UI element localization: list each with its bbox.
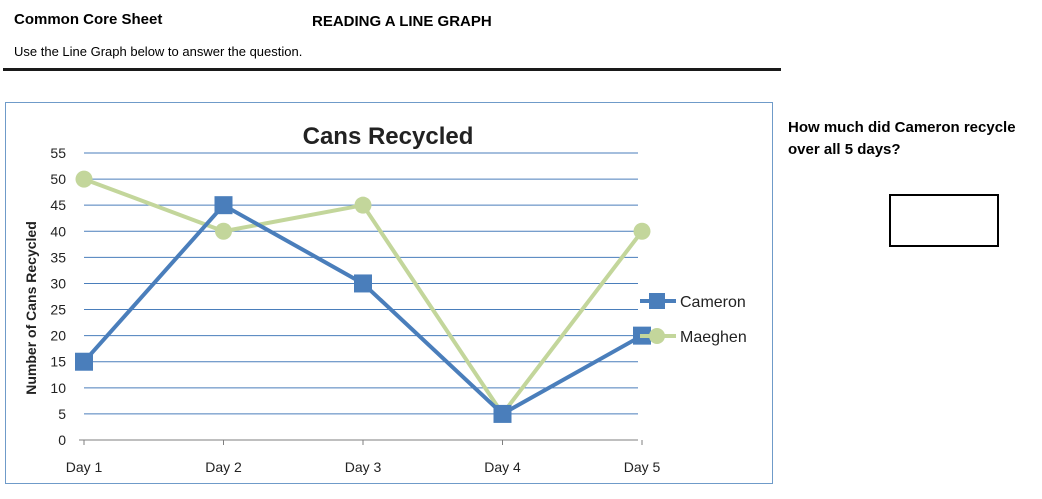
instructions: Use the Line Graph below to answer the q… <box>14 44 303 59</box>
data-point-maeghen <box>633 222 651 240</box>
data-point-cameron <box>493 404 512 423</box>
x-tick-label: Day 5 <box>624 459 661 475</box>
worksheet-title: READING A LINE GRAPH <box>312 13 492 30</box>
y-tick-label: 10 <box>50 380 66 396</box>
y-tick-label: 55 <box>50 145 66 161</box>
chart-title: Cans Recycled <box>303 123 474 150</box>
data-point-maeghen <box>215 222 232 240</box>
legend-marker-cameron <box>649 293 665 309</box>
data-point-cameron <box>354 274 372 293</box>
y-tick-label: 0 <box>58 432 66 448</box>
series-line-maeghen <box>83 177 644 416</box>
y-tick-label: 20 <box>50 328 66 344</box>
y-tick-label: 15 <box>50 354 66 370</box>
question-text: How much did Cameron recycle over all 5 … <box>788 119 1016 158</box>
y-tick-label: 30 <box>50 275 66 291</box>
legend-label-maeghen: Maeghen <box>680 329 747 346</box>
legend-marker-maeghen <box>649 328 665 344</box>
y-tick-label: 40 <box>50 223 66 239</box>
y-tick-label: 50 <box>50 171 66 187</box>
y-tick-label: 45 <box>50 197 66 213</box>
header-divider <box>3 68 781 71</box>
y-tick-label: 35 <box>50 249 66 265</box>
sheet-label: Common Core Sheet <box>14 11 163 28</box>
chart-frame <box>5 102 773 484</box>
data-point-cameron <box>214 196 233 215</box>
y-tick-label: 5 <box>58 406 66 422</box>
legend-label-cameron: Cameron <box>680 294 746 311</box>
data-point-maeghen <box>75 170 93 188</box>
x-tick-label: Day 1 <box>66 459 103 475</box>
y-axis-label: Number of Cans Recycled <box>23 221 39 395</box>
data-point-maeghen <box>354 196 372 214</box>
data-point-cameron <box>75 352 93 371</box>
answer-box[interactable] <box>889 194 999 247</box>
x-tick-label: Day 4 <box>484 459 521 475</box>
x-tick-label: Day 3 <box>345 459 382 475</box>
x-tick-label: Day 2 <box>205 459 242 475</box>
y-tick-label: 25 <box>50 302 66 318</box>
